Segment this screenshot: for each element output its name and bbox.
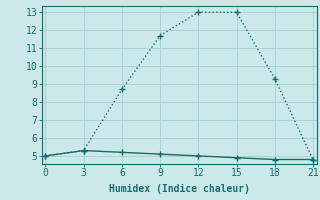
X-axis label: Humidex (Indice chaleur): Humidex (Indice chaleur) xyxy=(109,184,250,194)
